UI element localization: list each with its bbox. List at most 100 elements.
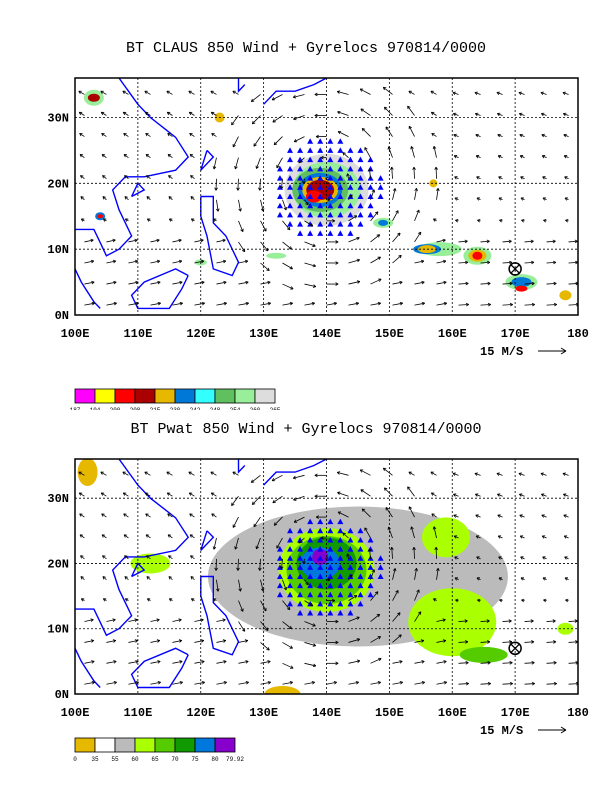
cloud-top-shade (97, 214, 103, 218)
gyre-marker (277, 212, 283, 218)
colorbar-tick-label: 75 (191, 756, 199, 763)
coastline (201, 531, 214, 551)
gyre-marker (357, 147, 363, 153)
wind-vector (273, 116, 283, 123)
gyre-marker (327, 138, 333, 144)
colorbar-tick-label: 60 (131, 756, 139, 763)
gyre-marker (347, 221, 353, 227)
wind-vector (384, 107, 392, 115)
wind-vector (393, 211, 399, 221)
map-area (75, 78, 579, 315)
colorbar-tick-label: 55 (111, 756, 119, 763)
gyre-marker (347, 230, 353, 236)
wind-vector (371, 257, 381, 263)
cloud-top-shade (559, 290, 571, 300)
gyre-marker (287, 221, 293, 227)
gyre-marker (368, 184, 374, 190)
longitude-label: 100E (61, 327, 90, 341)
wind-vector (252, 496, 260, 504)
wind-vector (415, 232, 421, 242)
colorbar-tick-label: 70 (171, 756, 179, 763)
wind-vector (260, 642, 269, 650)
vector-scale-label: 15 M/S (480, 724, 523, 738)
wind-vector (232, 116, 239, 125)
latitude-label: 0N (55, 309, 69, 323)
colorbar-swatch (75, 738, 95, 752)
gyre-marker (307, 138, 313, 144)
cloud-top-shade (511, 277, 531, 287)
coastline (201, 197, 239, 276)
wind-vector (277, 158, 283, 168)
coastline (75, 648, 100, 687)
wind-vector (282, 642, 292, 648)
gyre-marker (327, 230, 333, 236)
longitude-label: 100E (61, 706, 90, 720)
wind-vector (272, 475, 282, 480)
colorbar-tick-label: 0 (73, 756, 77, 763)
wind-vector (282, 242, 291, 249)
longitude-label: 110E (123, 327, 152, 341)
wind-vector (414, 167, 415, 179)
coastline (264, 78, 327, 104)
wind-vector (233, 517, 238, 527)
wind-vector (383, 87, 392, 94)
longitude-label: 120E (186, 327, 215, 341)
gyre-marker (337, 230, 343, 236)
gyre-marker (368, 212, 374, 218)
wind-vector (232, 496, 239, 505)
wind-vector (274, 137, 282, 145)
coastline (201, 150, 214, 170)
gyre-marker (378, 175, 384, 181)
longitude-label: 170E (501, 706, 530, 720)
gyre-marker (287, 166, 293, 172)
coastline (75, 459, 188, 635)
gyre-marker (297, 221, 303, 227)
longitude-label: 180 (567, 706, 589, 720)
gyre-marker (287, 157, 293, 163)
gyre-marker (277, 203, 283, 209)
latitude-label: 20N (47, 177, 69, 191)
gyre-marker (277, 194, 283, 200)
wind-vector (251, 94, 260, 101)
gyre-marker (368, 203, 374, 209)
gyre-marker (297, 147, 303, 153)
pwat-shade (460, 647, 508, 663)
wind-vector (361, 490, 371, 497)
gyre-marker (347, 147, 353, 153)
gyre-marker (337, 138, 343, 144)
latitude-label: 10N (47, 243, 69, 257)
latitude-label: 10N (47, 623, 69, 637)
gyre-marker (317, 138, 323, 144)
wind-vector (238, 179, 239, 191)
coastline (239, 78, 245, 91)
wind-vector (238, 622, 244, 632)
cloud-top-shade (472, 252, 482, 260)
longitude-label: 150E (375, 327, 404, 341)
wind-vector (393, 255, 402, 263)
wind-vector (260, 263, 269, 271)
wind-vector (282, 263, 292, 269)
longitude-label: 140E (312, 706, 341, 720)
gyre-marker (287, 147, 293, 153)
cloud-top-shade (88, 94, 100, 102)
longitude-label: 140E (312, 327, 341, 341)
gyre-marker (357, 157, 363, 163)
longitude-label: 150E (375, 706, 404, 720)
coastline (132, 269, 189, 309)
cloud-top-shade (266, 253, 286, 259)
wind-vector (409, 126, 414, 136)
colorbar-swatch (215, 738, 235, 752)
latitude-label: 20N (47, 557, 69, 571)
gyre-marker (317, 230, 323, 236)
latitude-label: 30N (47, 492, 69, 506)
wind-vector (383, 468, 392, 475)
longitude-label: 170E (501, 327, 530, 341)
longitude-label: 130E (249, 327, 278, 341)
colorbar-swatch (195, 738, 215, 752)
longitude-label: 130E (249, 706, 278, 720)
colorbar-tick-label: 65 (151, 756, 159, 763)
colorbar-tick-label: 35 (91, 756, 99, 763)
longitude-label: 120E (186, 706, 215, 720)
